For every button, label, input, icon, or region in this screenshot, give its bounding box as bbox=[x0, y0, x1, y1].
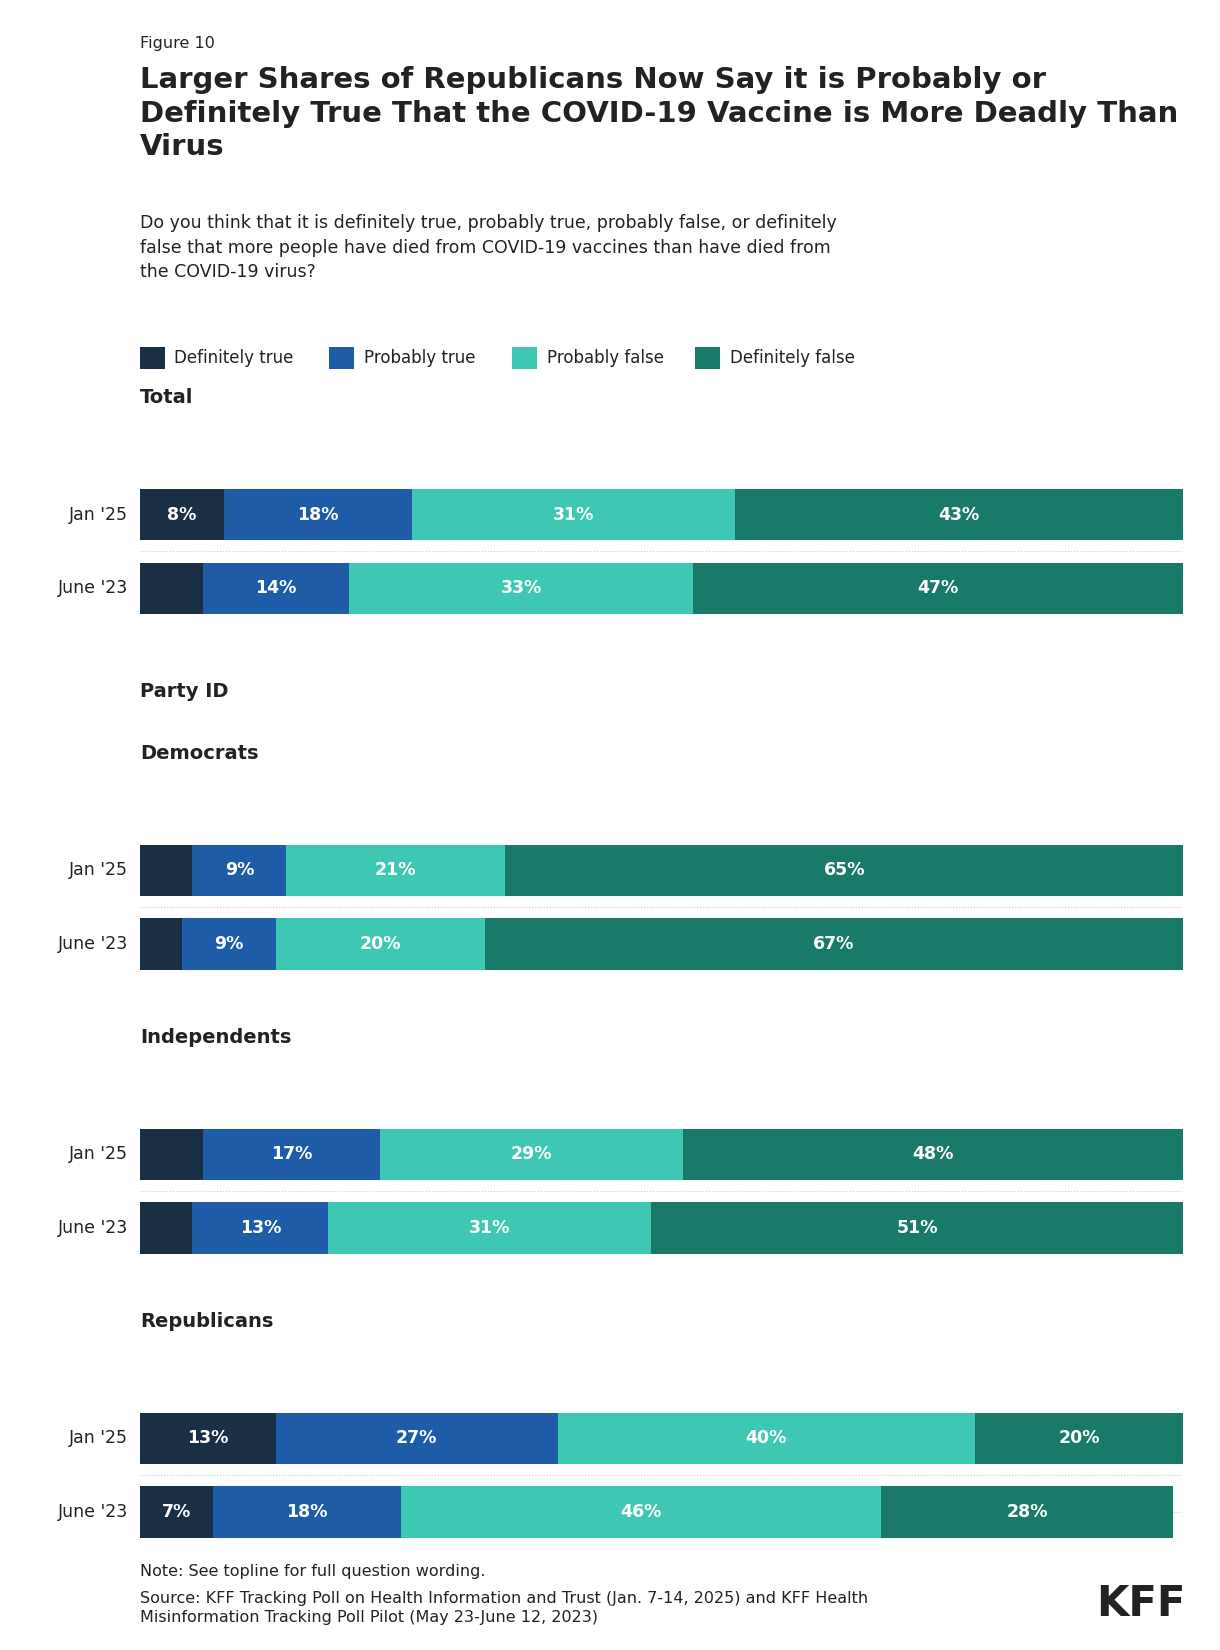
Bar bbox=[328, 1203, 651, 1254]
Text: 48%: 48% bbox=[913, 1145, 954, 1163]
Text: 67%: 67% bbox=[814, 936, 855, 954]
Bar bbox=[140, 845, 193, 896]
Text: 13%: 13% bbox=[239, 1219, 281, 1238]
Text: Definitely true: Definitely true bbox=[174, 350, 294, 366]
Text: 43%: 43% bbox=[938, 505, 980, 523]
Text: Independents: Independents bbox=[140, 1028, 292, 1046]
Bar bbox=[381, 1129, 683, 1180]
Bar bbox=[349, 563, 693, 614]
Text: Democrats: Democrats bbox=[140, 744, 259, 762]
Text: June '23: June '23 bbox=[57, 1503, 128, 1521]
Text: Jan '25: Jan '25 bbox=[70, 505, 128, 523]
Bar bbox=[287, 845, 505, 896]
Bar bbox=[140, 919, 182, 970]
Bar bbox=[203, 1129, 381, 1180]
Text: 27%: 27% bbox=[396, 1429, 438, 1447]
Text: Jan '25: Jan '25 bbox=[70, 861, 128, 879]
Text: 28%: 28% bbox=[1006, 1503, 1048, 1521]
Text: Republicans: Republicans bbox=[140, 1312, 273, 1330]
Text: 65%: 65% bbox=[824, 861, 865, 879]
Text: June '23: June '23 bbox=[57, 936, 128, 954]
Bar bbox=[140, 563, 203, 614]
Bar bbox=[651, 1203, 1183, 1254]
Bar bbox=[975, 1412, 1183, 1464]
Bar bbox=[140, 1129, 203, 1180]
Text: 14%: 14% bbox=[255, 579, 296, 597]
Text: Total: Total bbox=[140, 388, 194, 408]
Text: 17%: 17% bbox=[271, 1145, 312, 1163]
Bar bbox=[193, 1203, 328, 1254]
Text: Definitely false: Definitely false bbox=[730, 350, 854, 366]
Bar bbox=[140, 488, 223, 540]
Bar bbox=[881, 1487, 1172, 1538]
Bar bbox=[693, 563, 1183, 614]
Text: 51%: 51% bbox=[897, 1219, 938, 1238]
Text: Party ID: Party ID bbox=[140, 681, 229, 701]
Text: 13%: 13% bbox=[188, 1429, 229, 1447]
Text: Larger Shares of Republicans Now Say it is Probably or
Definitely True That the : Larger Shares of Republicans Now Say it … bbox=[140, 66, 1179, 162]
Text: 46%: 46% bbox=[620, 1503, 661, 1521]
Bar bbox=[182, 919, 276, 970]
Bar bbox=[484, 919, 1183, 970]
Bar bbox=[401, 1487, 881, 1538]
Text: 31%: 31% bbox=[468, 1219, 510, 1238]
Bar bbox=[140, 1487, 214, 1538]
Bar bbox=[411, 488, 734, 540]
Bar bbox=[734, 488, 1183, 540]
Text: Do you think that it is definitely true, probably true, probably false, or defin: Do you think that it is definitely true,… bbox=[140, 214, 837, 280]
Text: 33%: 33% bbox=[500, 579, 542, 597]
Bar bbox=[683, 1129, 1183, 1180]
Bar bbox=[140, 1412, 276, 1464]
Bar bbox=[203, 563, 349, 614]
Text: Note: See topline for full question wording.: Note: See topline for full question word… bbox=[140, 1564, 486, 1579]
Bar bbox=[276, 919, 484, 970]
Text: Probably true: Probably true bbox=[364, 350, 475, 366]
Text: June '23: June '23 bbox=[57, 579, 128, 597]
Bar bbox=[558, 1412, 975, 1464]
Text: 18%: 18% bbox=[287, 1503, 328, 1521]
Text: 18%: 18% bbox=[296, 505, 338, 523]
Text: KFF: KFF bbox=[1097, 1584, 1186, 1625]
Text: 7%: 7% bbox=[162, 1503, 192, 1521]
Text: Source: KFF Tracking Poll on Health Information and Trust (Jan. 7-14, 2025) and : Source: KFF Tracking Poll on Health Info… bbox=[140, 1591, 869, 1625]
Text: 31%: 31% bbox=[553, 505, 594, 523]
Text: 9%: 9% bbox=[215, 936, 244, 954]
Bar bbox=[214, 1487, 401, 1538]
Text: 21%: 21% bbox=[375, 861, 416, 879]
Bar bbox=[223, 488, 411, 540]
Text: 40%: 40% bbox=[745, 1429, 787, 1447]
Bar bbox=[193, 845, 287, 896]
Text: Figure 10: Figure 10 bbox=[140, 36, 215, 51]
Bar bbox=[505, 845, 1183, 896]
Text: 8%: 8% bbox=[167, 505, 196, 523]
Text: 20%: 20% bbox=[360, 936, 401, 954]
Bar bbox=[140, 1203, 193, 1254]
Text: Probably false: Probably false bbox=[547, 350, 664, 366]
Text: Jan '25: Jan '25 bbox=[70, 1145, 128, 1163]
Text: 20%: 20% bbox=[1058, 1429, 1100, 1447]
Bar bbox=[276, 1412, 558, 1464]
Text: June '23: June '23 bbox=[57, 1219, 128, 1238]
Text: Jan '25: Jan '25 bbox=[70, 1429, 128, 1447]
Text: 29%: 29% bbox=[511, 1145, 553, 1163]
Text: 47%: 47% bbox=[917, 579, 959, 597]
Text: 9%: 9% bbox=[224, 861, 254, 879]
